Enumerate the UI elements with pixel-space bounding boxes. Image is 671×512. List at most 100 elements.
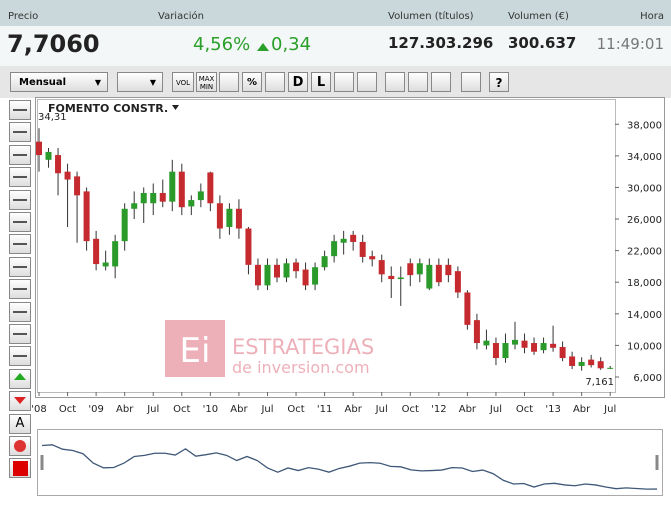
candle-body (254, 264, 261, 286)
zoom-in-button[interactable] (431, 72, 451, 92)
drawing-tool-button[interactable] (9, 256, 31, 277)
x-tick-label: Abr (345, 404, 363, 415)
x-tick-label: '10 (203, 404, 218, 415)
title-dropdown-icon[interactable] (172, 105, 179, 110)
crosshair-button[interactable] (357, 72, 377, 92)
x-tick-label: '13 (545, 404, 560, 415)
x-tick-label: '08 (31, 404, 46, 415)
volume-shares: 127.303.296 (388, 34, 494, 52)
candle-body (426, 264, 433, 289)
drawing-tool-button[interactable] (9, 167, 31, 188)
watermark-name: ESTRATEGIAS (232, 335, 374, 359)
candle-body (435, 264, 442, 283)
drawing-tool-button[interactable] (9, 391, 31, 412)
navigator-line (41, 444, 658, 490)
print-button[interactable] (461, 72, 481, 92)
drawing-tool-button[interactable] (9, 301, 31, 322)
candle-body (550, 343, 557, 348)
d-button[interactable]: D (288, 72, 308, 92)
candle-body (359, 241, 366, 257)
x-tick-label: Abr (573, 404, 591, 415)
max: MAX (198, 75, 215, 83)
candle-body (207, 172, 214, 204)
candle-body (531, 343, 538, 352)
candle-body (45, 151, 52, 160)
x-tick-label: Jul (260, 404, 273, 415)
candle-body (483, 340, 490, 346)
x-tick-label: Jul (489, 404, 502, 415)
x-tick-label: Jul (146, 404, 159, 415)
candle-body (407, 263, 414, 276)
period-select[interactable]: Mensual ▼ (10, 72, 108, 92)
candle-body (369, 256, 376, 260)
y-tick-label: 14,000 (627, 310, 662, 321)
candle-body (140, 192, 147, 204)
candle-body (607, 367, 614, 369)
help-button[interactable]: ? (489, 72, 509, 92)
x-tick-label: Oct (173, 404, 190, 415)
candle-body (121, 208, 128, 242)
candle-body (378, 260, 385, 275)
drawing-tool-button[interactable] (9, 279, 31, 300)
drawing-tool-button[interactable] (9, 368, 31, 389)
grid-button[interactable] (219, 72, 239, 92)
candle-body (274, 264, 280, 278)
drawing-tool-button[interactable] (9, 212, 31, 232)
candle-body (64, 171, 71, 180)
drawing-tool-button[interactable] (9, 458, 31, 479)
l-button[interactable]: L (311, 72, 331, 92)
x-tick-label: Jul (375, 404, 388, 415)
header-label: Volumen (títulos) (388, 11, 474, 22)
percent-button[interactable]: % (242, 72, 262, 92)
header-label: Precio (8, 11, 39, 22)
drawing-tool-button[interactable] (9, 189, 31, 210)
x-tick-label: Oct (402, 404, 419, 415)
drawing-tool-button[interactable] (9, 436, 31, 456)
candle-body (283, 263, 290, 278)
candle-body (588, 359, 595, 366)
watermark: Ei ESTRATEGIAS de inversion.com (165, 320, 374, 377)
candle-body (188, 200, 195, 207)
candle-body (521, 340, 528, 348)
zoom-out-button[interactable] (408, 72, 428, 92)
candle-body (464, 292, 471, 325)
candle-body (597, 361, 604, 369)
candle-body (245, 228, 252, 265)
tool-button[interactable] (385, 72, 405, 92)
chart-title[interactable]: FOMENTO CONSTR. (48, 102, 168, 115)
candle-body (397, 277, 404, 280)
watermark-logo-bg (165, 320, 225, 377)
header-values-bg (0, 26, 671, 66)
drawing-tool-button[interactable] (9, 144, 31, 165)
header-bar (0, 0, 671, 26)
header-label: Hora (640, 11, 664, 22)
candle-body (226, 208, 233, 227)
drawing-tool-button[interactable] (9, 122, 31, 143)
candle-body (264, 264, 271, 286)
candle-body (131, 203, 138, 209)
crosshair-button[interactable] (334, 72, 354, 92)
candle-body (216, 203, 223, 229)
header-label: Variación (158, 11, 204, 22)
drawing-tool-button[interactable] (9, 324, 31, 344)
drawing-tool-button[interactable]: A (9, 413, 31, 434)
drawing-tool-button[interactable] (9, 100, 31, 120)
candle-body (235, 208, 242, 229)
drawing-tool-button[interactable] (9, 234, 31, 255)
candle-body (36, 141, 42, 156)
chart-type-select[interactable]: ▼ (117, 72, 163, 92)
candle-body (350, 234, 357, 242)
candle-body (55, 155, 62, 174)
max-min-button[interactable]: MAX MIN (196, 72, 217, 92)
candle-body (178, 171, 185, 208)
y-tick-label: 30,000 (627, 183, 662, 194)
volume-button[interactable]: VOL (172, 72, 194, 92)
area-button[interactable] (265, 72, 285, 92)
candle-body (559, 346, 566, 359)
y-tick-label: 34,000 (627, 152, 662, 163)
drawing-tool-button[interactable] (9, 346, 31, 367)
candle-body (150, 192, 157, 204)
time: 11:49:01 (596, 35, 664, 53)
candle-body (293, 262, 300, 272)
